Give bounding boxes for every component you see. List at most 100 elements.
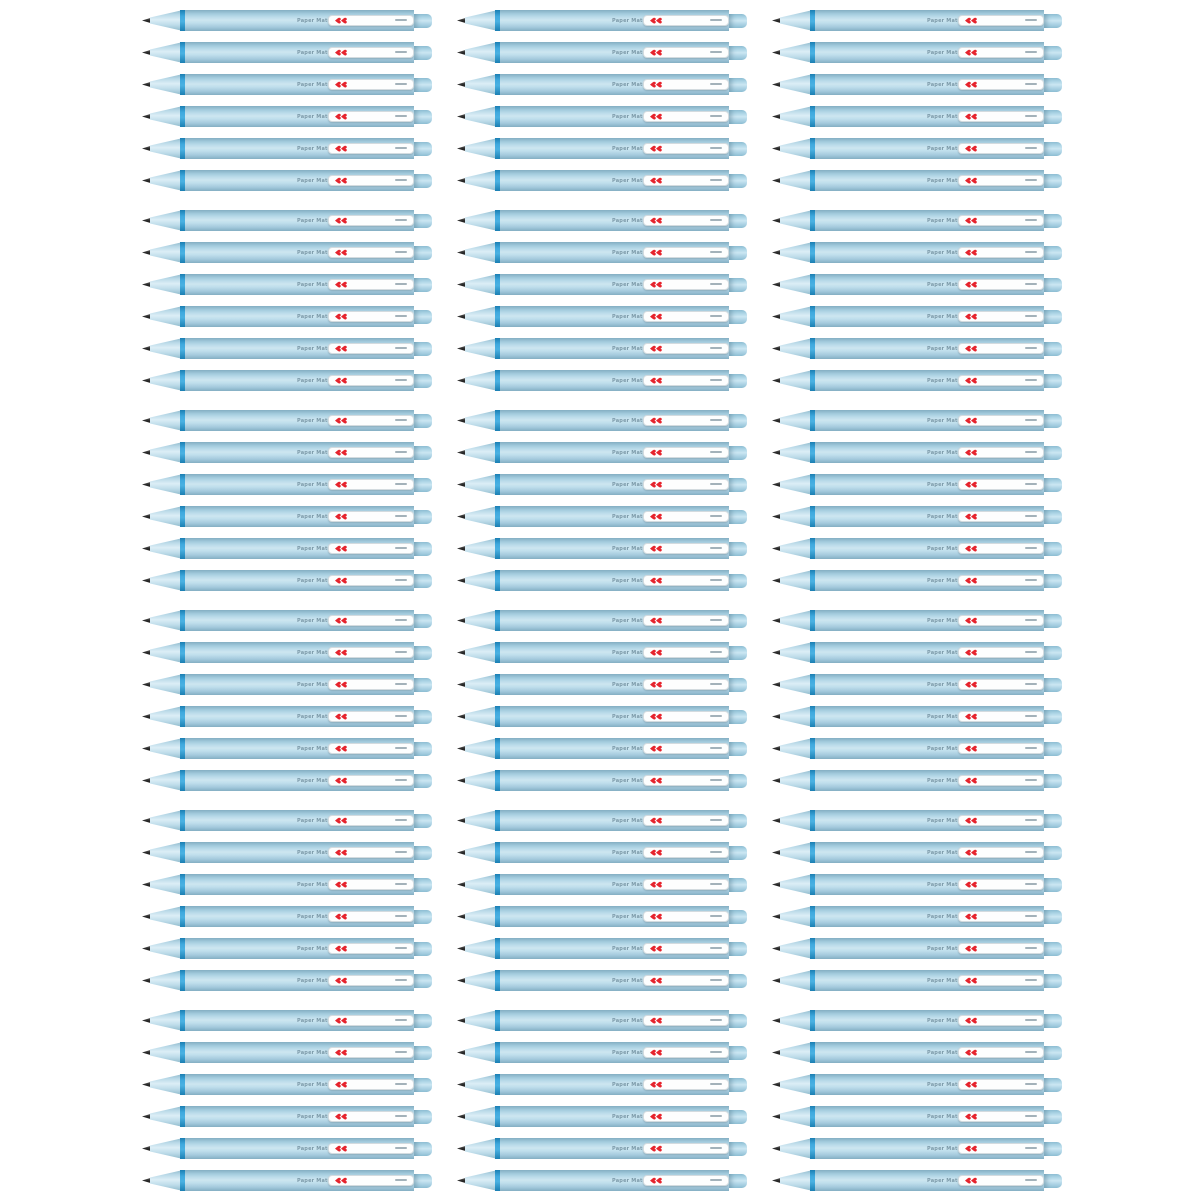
pen-clip: ♥♥ xyxy=(643,246,729,258)
pen-click-button xyxy=(414,45,432,60)
pen-click-button xyxy=(1044,773,1062,788)
brand-text: Paper Mate® xyxy=(297,945,337,952)
pen-cone xyxy=(780,74,813,95)
brand-text: Paper Mate® xyxy=(297,145,337,152)
pen-accent-ring xyxy=(180,242,185,263)
brand-text: Paper Mate® xyxy=(612,481,652,488)
pen-cone xyxy=(465,338,498,359)
pen-accent-ring xyxy=(810,938,815,959)
pen-accent-ring xyxy=(810,674,815,695)
pen-accent-ring xyxy=(180,842,185,863)
brand-text: Paper Mate® xyxy=(927,217,967,224)
pen-click-button xyxy=(729,77,747,92)
clip-dash xyxy=(395,651,407,653)
pen-tip xyxy=(772,945,782,952)
pen-tip xyxy=(142,1017,152,1024)
clip-dash xyxy=(710,451,722,453)
pen-clip: ♥♥ xyxy=(643,878,729,890)
pen-clip: ♥♥ xyxy=(643,142,729,154)
pen-click-button xyxy=(1044,573,1062,588)
pen-cone xyxy=(465,242,498,263)
pen: Paper Mate®gel 0.5♥♥ xyxy=(142,1074,432,1095)
pen-accent-ring xyxy=(810,770,815,791)
pen-cone xyxy=(780,10,813,31)
pen-clip: ♥♥ xyxy=(958,1046,1044,1058)
pen-clip: ♥♥ xyxy=(958,142,1044,154)
brand-text: Paper Mate® xyxy=(297,217,337,224)
pen-accent-ring xyxy=(180,442,185,463)
pen-tip xyxy=(142,1145,152,1152)
pen-clip: ♥♥ xyxy=(958,974,1044,986)
pen-cone xyxy=(150,570,183,591)
pen: Paper Mate®gel 0.5♥♥ xyxy=(142,370,432,391)
brand-text: Paper Mate® xyxy=(927,377,967,384)
clip-dash xyxy=(710,147,722,149)
double-hearts-icon: ♥♥ xyxy=(333,817,348,825)
pen: Paper Mate®gel 0.5♥♥ xyxy=(772,410,1062,431)
double-hearts-icon: ♥♥ xyxy=(648,417,663,425)
double-hearts-icon: ♥♥ xyxy=(648,817,663,825)
pen-tip xyxy=(142,217,152,224)
double-hearts-icon: ♥♥ xyxy=(648,249,663,257)
pen-clip: ♥♥ xyxy=(328,646,414,658)
double-hearts-icon: ♥♥ xyxy=(648,17,663,25)
pen-clip: ♥♥ xyxy=(643,1046,729,1058)
pen-click-button xyxy=(414,109,432,124)
pen-clip: ♥♥ xyxy=(958,774,1044,786)
pen: Paper Mate®gel 0.5♥♥ xyxy=(142,106,432,127)
pen-tip xyxy=(772,1081,782,1088)
brand-text: Paper Mate® xyxy=(612,681,652,688)
pen-accent-ring xyxy=(180,370,185,391)
clip-dash xyxy=(1025,547,1037,549)
pen-clip: ♥♥ xyxy=(328,742,414,754)
pen-tip xyxy=(457,617,467,624)
pen: Paper Mate®gel 0.5♥♥ xyxy=(457,642,747,663)
pen-click-button xyxy=(414,141,432,156)
pen-clip: ♥♥ xyxy=(328,1014,414,1026)
pen: Paper Mate®gel 0.5♥♥ xyxy=(772,442,1062,463)
pen-tip xyxy=(457,777,467,784)
pen-accent-ring xyxy=(180,1170,185,1191)
pen-accent-ring xyxy=(495,506,500,527)
clip-dash xyxy=(395,347,407,349)
double-hearts-icon: ♥♥ xyxy=(333,145,348,153)
pen-tip xyxy=(772,649,782,656)
pen-clip: ♥♥ xyxy=(643,974,729,986)
pen-clip: ♥♥ xyxy=(958,614,1044,626)
pen-click-button xyxy=(1044,1109,1062,1124)
pen-clip: ♥♥ xyxy=(643,174,729,186)
brand-text: Paper Mate® xyxy=(612,977,652,984)
pen-clip: ♥♥ xyxy=(643,814,729,826)
pen-clip: ♥♥ xyxy=(643,742,729,754)
pen-accent-ring xyxy=(810,906,815,927)
pen: Paper Mate®gel 0.5♥♥ xyxy=(457,1010,747,1031)
clip-dash xyxy=(710,483,722,485)
pen-clip: ♥♥ xyxy=(643,574,729,586)
double-hearts-icon: ♥♥ xyxy=(648,1113,663,1121)
double-hearts-icon: ♥♥ xyxy=(648,577,663,585)
brand-text: Paper Mate® xyxy=(927,681,967,688)
pen-accent-ring xyxy=(180,706,185,727)
pen-clip: ♥♥ xyxy=(958,846,1044,858)
pen-click-button xyxy=(414,677,432,692)
pen-tip xyxy=(142,649,152,656)
pen: Paper Mate®gel 0.5♥♥ xyxy=(142,906,432,927)
pen-clip: ♥♥ xyxy=(643,446,729,458)
pen-clip: ♥♥ xyxy=(643,78,729,90)
double-hearts-icon: ♥♥ xyxy=(333,345,348,353)
pen-tip xyxy=(772,249,782,256)
clip-dash xyxy=(395,979,407,981)
pen-cone xyxy=(150,674,183,695)
double-hearts-icon: ♥♥ xyxy=(963,713,978,721)
pen-clip: ♥♥ xyxy=(328,510,414,522)
brand-text: Paper Mate® xyxy=(612,881,652,888)
double-hearts-icon: ♥♥ xyxy=(648,281,663,289)
double-hearts-icon: ♥♥ xyxy=(963,481,978,489)
pen-accent-ring xyxy=(180,874,185,895)
pen: Paper Mate®gel 0.5♥♥ xyxy=(457,610,747,631)
pen-tip xyxy=(142,617,152,624)
pen-click-button xyxy=(729,13,747,28)
pen: Paper Mate®gel 0.5♥♥ xyxy=(142,242,432,263)
pen-clip: ♥♥ xyxy=(328,1142,414,1154)
pen-cone xyxy=(150,610,183,631)
